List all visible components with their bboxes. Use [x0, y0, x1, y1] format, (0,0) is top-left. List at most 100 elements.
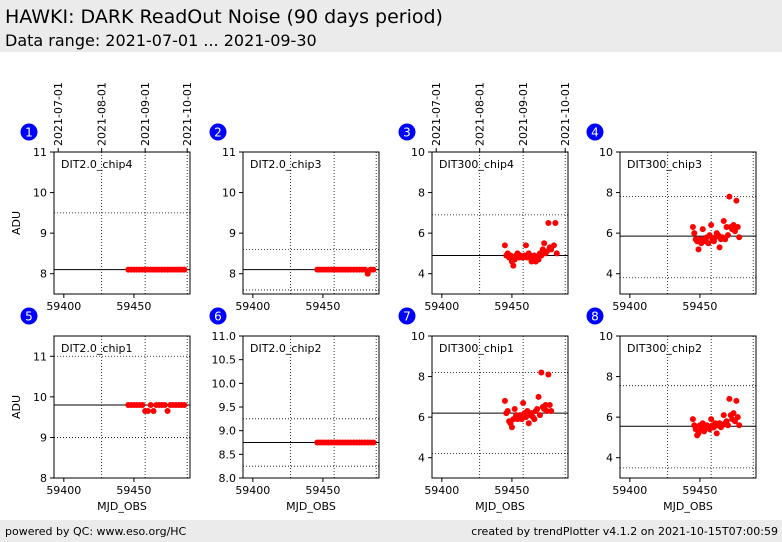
data-point: [150, 408, 157, 415]
data-point: [507, 252, 514, 259]
panel-badge: [209, 123, 227, 141]
y-tick-label: 9: [229, 227, 236, 240]
y-tick-label: 8: [229, 268, 236, 281]
y-tick-label: 9: [40, 431, 47, 444]
data-point: [541, 240, 548, 247]
y-tick-label: 4: [418, 268, 425, 281]
panel-label: DIT2.0_chip3: [250, 158, 321, 171]
data-point: [536, 412, 543, 419]
data-point: [542, 401, 549, 408]
data-point: [139, 401, 146, 408]
x-tick-label: 59450: [682, 300, 717, 313]
x-tick-label: 59450: [494, 484, 529, 497]
data-point: [726, 395, 733, 402]
data-point: [504, 408, 511, 415]
chart-panel-5: 5 8 9 10 11 59400 59450 DIT2.0_chip1 ADU MJD_OBS: [10, 307, 191, 513]
top-date-label: 2021-08-01: [474, 82, 487, 146]
x-tick-label: 59400: [612, 300, 647, 313]
panel-label: DIT2.0_chip4: [61, 158, 132, 171]
page-subtitle: Data range: 2021-07-01 ... 2021-09-30: [5, 31, 317, 50]
panel-badge-number: 8: [591, 310, 599, 324]
panel-label: DIT300_chip1: [439, 342, 514, 355]
y-tick-label: 10: [599, 146, 613, 159]
y-tick-label: 8: [606, 371, 613, 384]
panel-badge: [586, 307, 604, 325]
y-tick-label: 10.5: [212, 354, 237, 367]
data-point: [734, 224, 741, 231]
y-tick-label: 8: [40, 472, 47, 485]
y-tick-label: 8: [606, 187, 613, 200]
y-tick-label: 11.0: [212, 330, 237, 343]
y-tick-label: 6: [418, 227, 425, 240]
data-point: [548, 408, 555, 415]
y-tick-label: 8: [418, 187, 425, 200]
panel-badge-number: 4: [591, 126, 599, 140]
footer-bar: powered by QC: www.eso.org/HC created by…: [0, 520, 782, 542]
top-date-label: 2021-07-01: [52, 82, 65, 146]
x-tick-label: 59450: [305, 484, 340, 497]
panel-label: DIT300_chip3: [627, 158, 702, 171]
data-point: [511, 406, 518, 413]
data-point: [691, 230, 698, 237]
chart-panel-7: 7 4 6 8 10 59400 59450 DIT300_chip1 MJD_OBS: [398, 307, 569, 513]
x-tick-label: 59400: [46, 300, 81, 313]
data-point: [520, 399, 527, 406]
data-point: [370, 439, 377, 446]
panel-label: DIT2.0_chip2: [250, 342, 321, 355]
x-tick-label: 59400: [46, 484, 81, 497]
data-point: [689, 224, 696, 231]
data-point: [695, 246, 702, 253]
data-point: [708, 222, 715, 229]
data-point: [550, 242, 557, 249]
x-tick-label: 59400: [424, 300, 459, 313]
footer-credit: powered by QC: www.eso.org/HC: [5, 525, 187, 538]
data-point: [181, 266, 188, 273]
panel-badge: [209, 307, 227, 325]
data-point: [370, 266, 377, 273]
data-point: [716, 244, 723, 251]
y-tick-label: 9.5: [219, 401, 237, 414]
plot-frame: [53, 151, 191, 295]
data-point: [733, 397, 740, 404]
y-tick-label: 4: [606, 268, 613, 281]
data-point: [144, 408, 151, 415]
y-tick-label: 9.0: [219, 425, 237, 438]
panel-badge-number: 5: [25, 310, 33, 324]
y-tick-label: 11: [222, 146, 236, 159]
x-tick-label: 59450: [116, 300, 151, 313]
plot-frame: [619, 151, 757, 295]
panel-badge-number: 7: [403, 310, 411, 324]
panel-badge: [20, 123, 38, 141]
data-point: [705, 240, 712, 247]
data-point: [553, 250, 560, 257]
y-tick-label: 10: [599, 330, 613, 343]
top-date-label: 2021-10-01: [181, 82, 194, 146]
panel-badge-number: 1: [25, 126, 33, 140]
top-date-label: 2021-09-01: [517, 82, 530, 146]
y-tick-label: 6: [606, 227, 613, 240]
x-tick-label: 59450: [116, 484, 151, 497]
x-tick-label: 59400: [235, 484, 270, 497]
header-bar: HAWKI: DARK ReadOut Noise (90 days perio…: [0, 0, 782, 52]
plot-frame: [619, 335, 757, 479]
plot-frame: [242, 335, 380, 479]
data-point: [538, 369, 545, 376]
y-tick-label: 8.0: [219, 472, 237, 485]
data-point: [525, 420, 532, 427]
panel-label: DIT2.0_chip1: [61, 342, 132, 355]
data-point: [535, 393, 542, 400]
data-point: [181, 401, 188, 408]
data-point: [501, 397, 508, 404]
x-axis-label: MJD_OBS: [475, 500, 525, 513]
top-date-label: 2021-10-01: [559, 82, 572, 146]
chart-panel-3: 3 4 6 8 10 59400 59450 DIT300_chip4 2021-07-01 20…: [398, 82, 572, 313]
data-point: [546, 401, 553, 408]
x-axis-label: MJD_OBS: [286, 500, 336, 513]
data-point: [522, 242, 529, 249]
data-point: [708, 416, 715, 423]
plot-frame: [242, 151, 380, 295]
data-point: [531, 416, 538, 423]
y-tick-label: 6: [418, 411, 425, 424]
